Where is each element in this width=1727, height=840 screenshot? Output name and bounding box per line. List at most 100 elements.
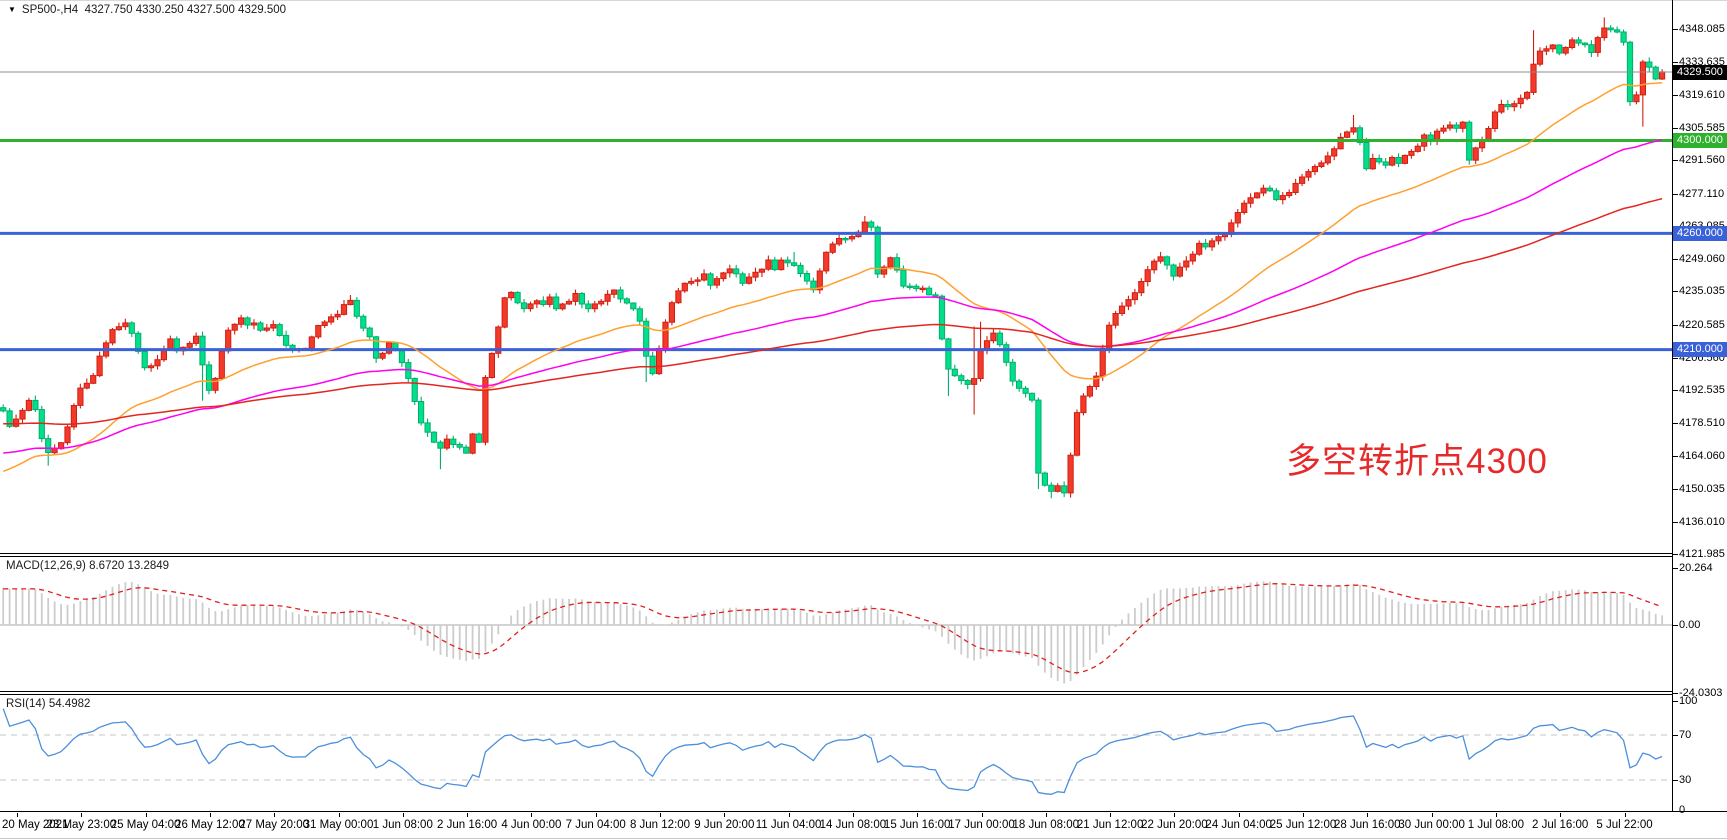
time-axis-tick (81, 813, 83, 817)
price-tag-4210.000: 4210.000 (1673, 342, 1727, 358)
price-axis-tick (1672, 488, 1678, 490)
time-axis-tick (1624, 813, 1626, 817)
price-axis-tick (1672, 95, 1678, 96)
time-axis-label: 22 Jun 20:00 (1141, 819, 1208, 831)
ohlc-values: 4327.750 4330.250 4327.500 4329.500 (84, 4, 287, 16)
time-axis-label: 27 May 20:00 (239, 819, 310, 831)
main-macd-separator[interactable] (0, 553, 1672, 557)
price-axis-tick (1672, 325, 1678, 326)
time-axis-tick (274, 813, 276, 817)
rsi-name: RSI(14) (6, 698, 46, 710)
time-axis-label: 24 Jun 04:00 (1205, 819, 1272, 831)
time-axis-tick (17, 813, 18, 817)
macd-rsi-separator[interactable] (0, 691, 1672, 695)
time-axis-tick (145, 813, 147, 817)
time-axis-label: 11 Jun 04:00 (755, 819, 822, 831)
price-axis-tick (1672, 127, 1678, 129)
time-axis-label: 4 Jun 00:00 (501, 819, 562, 831)
time-axis-tick (1495, 813, 1497, 817)
time-axis-tick (981, 813, 983, 817)
moving-averages-layer (2, 81, 1663, 473)
price-tag-4329.500: 4329.500 (1673, 64, 1727, 80)
time-axis-label: 25 May 04:00 (110, 819, 181, 831)
macd-axis-label: 20.264 (1679, 562, 1713, 574)
time-axis-label: 15 Jun 16:00 (883, 819, 951, 831)
mid-ma (3, 138, 1663, 454)
price-axis-label: 4291.560 (1679, 154, 1725, 167)
time-axis-tick (1238, 813, 1240, 817)
time-axis-label: 21 Jun 12:00 (1076, 819, 1144, 831)
chart-dropdown-arrow-icon[interactable]: ▼ (8, 5, 16, 14)
price-axis-label: 4277.110 (1679, 187, 1725, 200)
time-axis-tick (338, 813, 340, 817)
rsi-axis-label: 30 (1679, 774, 1692, 786)
price-axis-label: 4136.010 (1679, 515, 1725, 528)
time-axis-label: 7 Jun 04:00 (565, 819, 626, 831)
symbol-period-label: SP500-,H4 (21, 4, 79, 16)
price-axis-label: 4319.610 (1679, 89, 1725, 101)
hlines-layer (0, 71, 1672, 352)
time-axis-tick (209, 813, 211, 817)
macd-label: MACD(12,26,9) 8.6720 13.2849 (6, 560, 169, 572)
time-axis-tick (724, 813, 726, 817)
time-axis-label: 5 Jul 22:00 (1596, 819, 1653, 831)
price-axis-label: 4192.535 (1679, 384, 1725, 397)
candles-layer (0, 17, 1666, 499)
price-axis-tick (1672, 521, 1678, 523)
macd-axis-tick (1672, 692, 1678, 694)
price-axis-label: 4348.085 (1679, 22, 1725, 35)
macd-indicator-pane[interactable] (0, 557, 1672, 692)
time-axis-label: 26 May 12:00 (175, 819, 245, 831)
time-axis-tick (1303, 813, 1304, 817)
rsi-axis-label: 0 (1679, 804, 1686, 816)
rsi-axis-label: 70 (1679, 729, 1692, 741)
price-axis-tick (1672, 390, 1678, 392)
time-axis-label: 2 Jul 16:00 (1532, 819, 1589, 831)
time-axis-tick (1174, 813, 1176, 817)
time-axis-tick (1110, 813, 1112, 817)
macd-axis-label: 0.00 (1679, 619, 1701, 631)
time-axis-label: 30 Jun 00:00 (1398, 819, 1465, 831)
rsi-label: RSI(14) 54.4982 (6, 698, 90, 710)
rsi-axis-tick (1672, 735, 1678, 736)
time-axis-tick (660, 813, 661, 817)
rsi-axis-tick (1672, 780, 1678, 781)
chart-timeaxis-separator (0, 811, 1727, 813)
rsi-current-value: 54.4982 (48, 698, 91, 710)
price-axis-label: 4249.060 (1679, 252, 1725, 265)
time-axis-label: 25 Jun 12:00 (1269, 819, 1337, 831)
macd-axis-label: -24.0303 (1679, 686, 1723, 699)
price-axis-tick (1672, 62, 1678, 64)
time-axis-label: 1 Jul 08:00 (1467, 819, 1525, 831)
rsi-axis-label: 100 (1679, 695, 1698, 708)
time-axis-label: 14 Jun 08:00 (819, 819, 887, 831)
macd-current-values: 8.6720 13.2849 (89, 560, 170, 572)
price-axis-label: 4235.035 (1679, 285, 1725, 298)
price-axis-label: 4178.510 (1679, 416, 1725, 429)
time-axis-tick (595, 813, 597, 817)
price-axis-tick (1672, 28, 1678, 30)
top-divider (0, 0, 1727, 1)
macd-signal-line (3, 583, 1663, 674)
price-axis-border (1672, 0, 1673, 812)
price-axis-tick (1672, 456, 1678, 458)
time-axis-tick (917, 813, 919, 817)
main-chart-pane[interactable] (0, 0, 1672, 554)
price-axis-tick (1672, 554, 1678, 555)
price-axis-tick (1672, 160, 1678, 162)
time-axis-label: 28 Jun 16:00 (1334, 819, 1401, 831)
macd-axis-tick (1672, 625, 1678, 626)
symbol-header: ▼ SP500-,H4 4327.750 4330.250 4327.500 43… (8, 4, 286, 16)
time-axis-tick (852, 813, 854, 817)
time-axis-tick (531, 813, 533, 817)
price-axis-tick (1672, 258, 1678, 260)
time-axis-label: 20 May 2021 (2, 819, 69, 831)
rsi-indicator-pane[interactable] (0, 695, 1672, 812)
rsi-axis-tick (1672, 701, 1678, 703)
price-axis-label: 4150.035 (1679, 482, 1725, 495)
price-axis-label: 4220.585 (1679, 319, 1725, 331)
slow-ma (3, 197, 1663, 426)
time-axis-tick (788, 813, 790, 817)
time-axis-label: 2 Jun 16:00 (437, 819, 498, 831)
